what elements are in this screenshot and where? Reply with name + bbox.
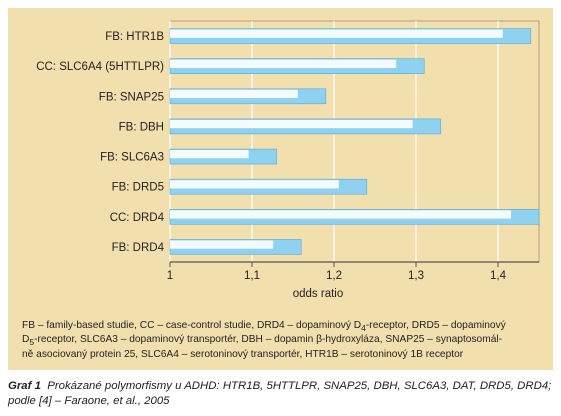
category-label: FB: DRD5 [112, 182, 164, 194]
footnote-text-1b: -receptor, DRD5 – dopaminový [365, 320, 506, 331]
bar [169, 118, 441, 135]
bar [169, 28, 532, 44]
x-tick-label: 1 [167, 270, 173, 282]
x-tick-label: 1,2 [326, 270, 342, 282]
bar-highlight [170, 180, 339, 189]
bar [169, 239, 302, 255]
x-axis-title: odds ratio [293, 288, 344, 300]
bar-highlight [170, 150, 249, 159]
bar-highlight [170, 59, 397, 68]
bar [169, 148, 277, 165]
bar [169, 88, 327, 105]
bar-highlight [170, 89, 298, 99]
bar-chart: FB: HTR1B CC: SLC6A4 (5HTTLPR) FB: SNAP25 F… [36, 20, 540, 300]
footnote: FB – family-based studie, CC – case-cont… [22, 320, 506, 360]
category-label: FB: HTR1B [105, 31, 164, 43]
category-label: FB: DBH [119, 121, 164, 133]
x-tick-label: 1,4 [490, 270, 507, 282]
x-tick-label: 1,3 [408, 270, 424, 282]
bar [169, 209, 540, 225]
plot-area [169, 20, 540, 263]
footnote-text-3: ně asociovaný protein 25, SLC6A4 – serot… [22, 348, 464, 360]
footnote-sub-5: 5 [29, 337, 35, 348]
category-label: CC: DRD4 [110, 212, 165, 224]
category-label: CC: SLC6A4 (5HTTLPR) [36, 61, 164, 73]
x-tick-label: 1,1 [244, 270, 260, 282]
bar [169, 58, 425, 74]
bar-highlight [170, 210, 511, 219]
bar [169, 178, 368, 195]
footnote-text-1a: FB – family-based studie, CC – case-cont… [22, 320, 362, 331]
caption-text: Prokázané polymorfismy u ADHD: HTR1B, 5H… [8, 380, 552, 407]
footnote-sub-4: 4 [361, 323, 366, 334]
category-label: FB: SNAP25 [99, 91, 164, 103]
footnote-text-2: -receptor, SLC6A3 – dopaminový transport… [34, 334, 503, 346]
category-label: FB: DRD4 [112, 242, 165, 254]
figure-caption: Graf 1 Prokázané polymorfismy u ADHD: HT… [8, 379, 553, 409]
category-label: FB: SLC6A3 [100, 152, 164, 164]
bar-highlight [170, 29, 503, 38]
bar-highlight [170, 119, 413, 129]
caption-label: Graf 1 [8, 380, 41, 392]
bar-highlight [170, 240, 274, 249]
